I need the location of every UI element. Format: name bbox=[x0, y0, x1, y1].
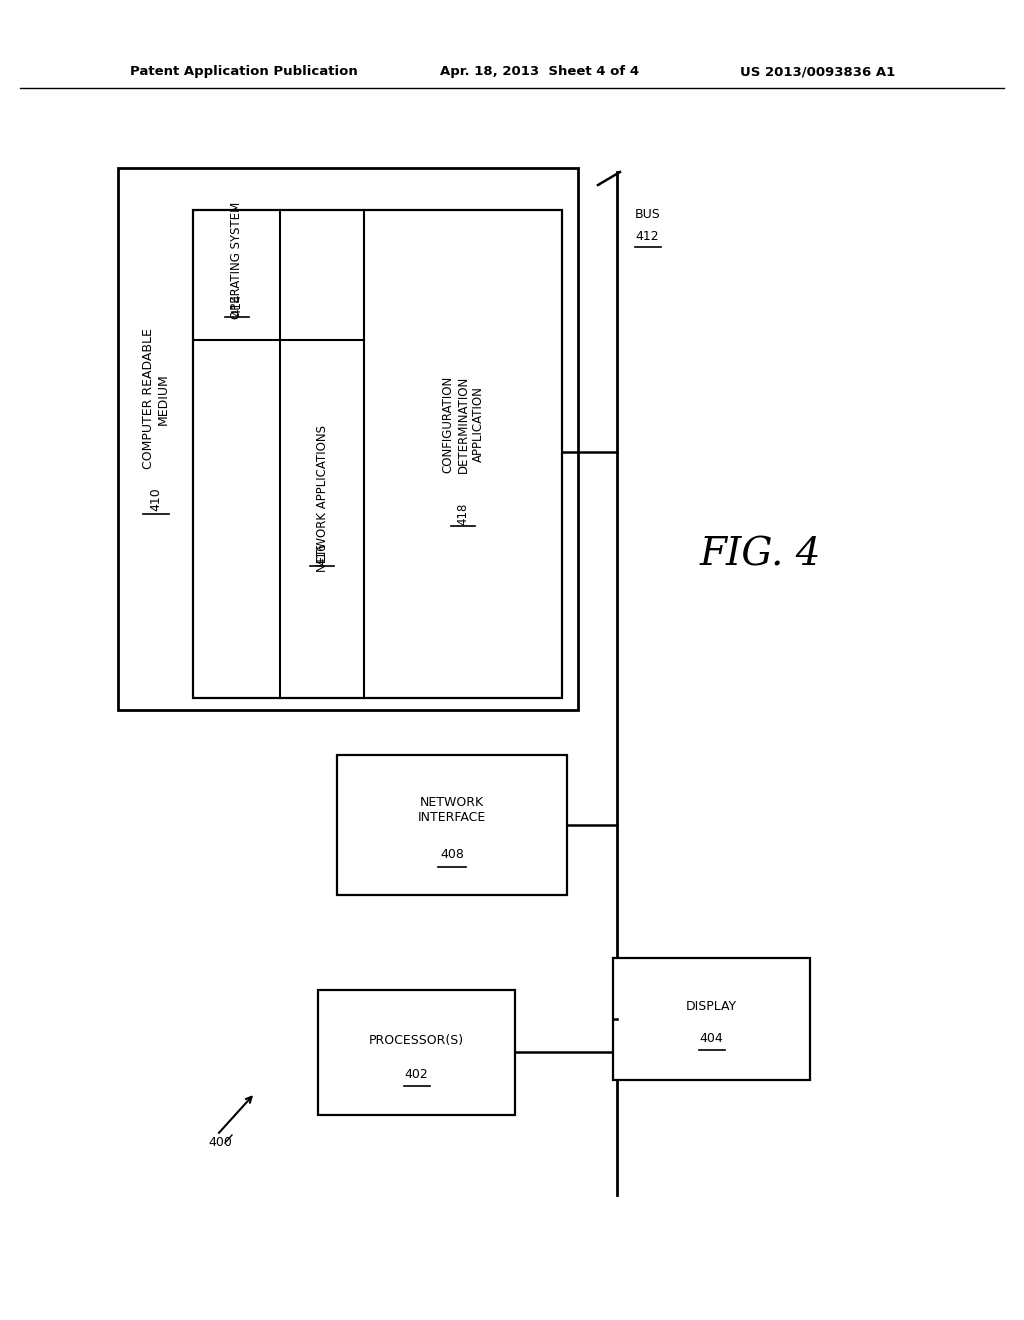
Bar bbox=[613, 958, 810, 1080]
Text: 404: 404 bbox=[699, 1032, 723, 1045]
Text: Patent Application Publication: Patent Application Publication bbox=[130, 66, 357, 78]
Text: 418: 418 bbox=[457, 503, 469, 525]
Bar bbox=[118, 168, 578, 710]
Text: DISPLAY: DISPLAY bbox=[686, 1001, 737, 1014]
Text: 412: 412 bbox=[635, 231, 658, 243]
Text: Apr. 18, 2013  Sheet 4 of 4: Apr. 18, 2013 Sheet 4 of 4 bbox=[440, 66, 639, 78]
Bar bbox=[193, 210, 562, 698]
Text: NETWORK APPLICATIONS: NETWORK APPLICATIONS bbox=[315, 425, 329, 573]
Text: 416: 416 bbox=[315, 543, 329, 565]
Bar bbox=[318, 990, 515, 1115]
Text: COMPUTER READABLE
MEDIUM: COMPUTER READABLE MEDIUM bbox=[141, 329, 170, 470]
Text: 400: 400 bbox=[208, 1137, 232, 1150]
Text: CONFIGURATION
DETERMINATION
APPLICATION: CONFIGURATION DETERMINATION APPLICATION bbox=[441, 375, 484, 473]
Text: 408: 408 bbox=[440, 849, 464, 862]
Text: 402: 402 bbox=[404, 1068, 428, 1081]
Text: PROCESSOR(S): PROCESSOR(S) bbox=[369, 1034, 464, 1047]
Text: 410: 410 bbox=[150, 487, 162, 511]
Text: FIG. 4: FIG. 4 bbox=[699, 536, 821, 573]
Bar bbox=[337, 755, 567, 895]
Text: NETWORK
INTERFACE: NETWORK INTERFACE bbox=[418, 796, 486, 824]
Text: 414: 414 bbox=[230, 294, 243, 317]
Text: OPERATING SYSTEM: OPERATING SYSTEM bbox=[230, 202, 243, 318]
Text: BUS: BUS bbox=[635, 209, 660, 222]
Text: US 2013/0093836 A1: US 2013/0093836 A1 bbox=[740, 66, 895, 78]
